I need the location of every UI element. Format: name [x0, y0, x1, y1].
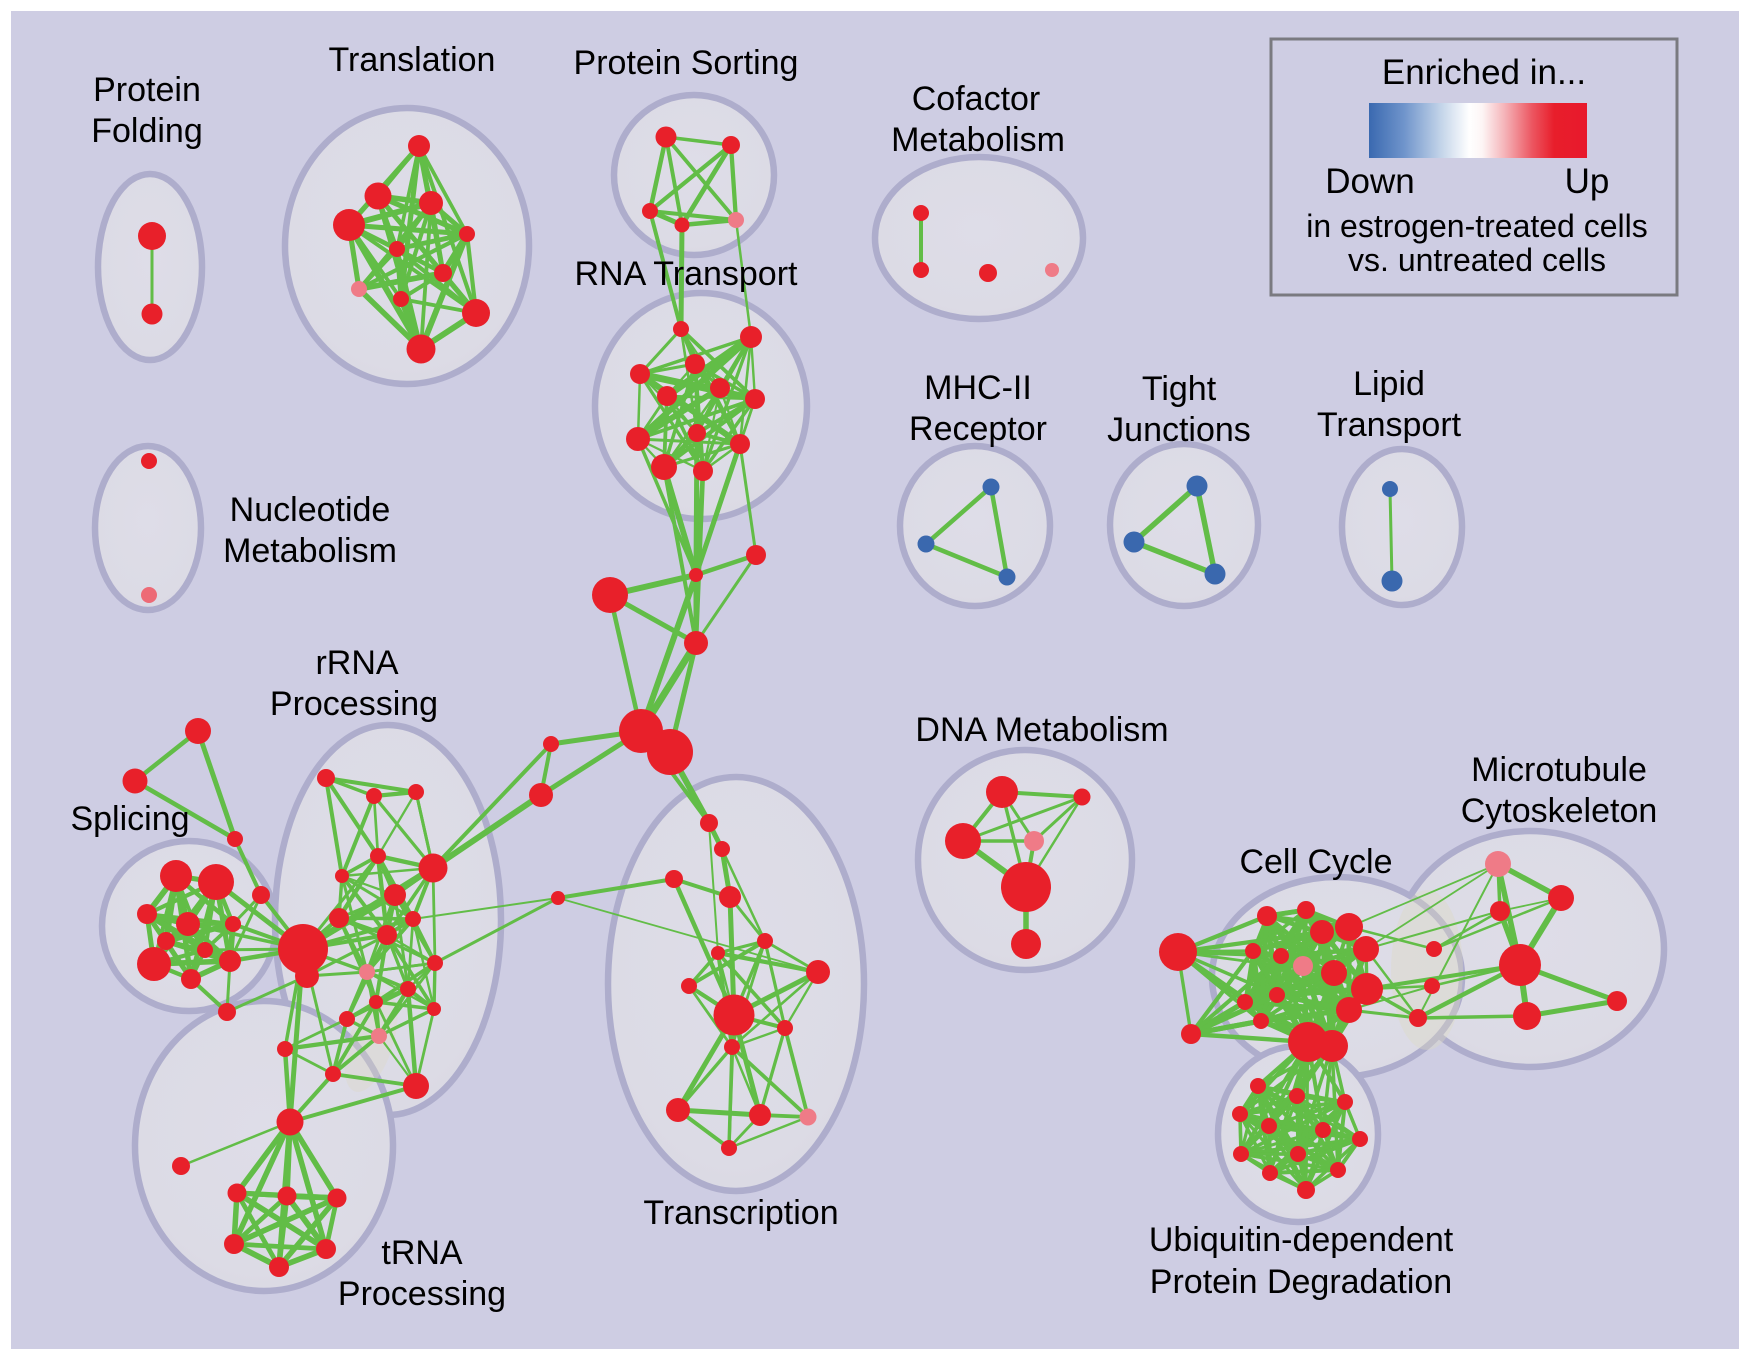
svg-text:Processing: Processing [338, 1275, 506, 1313]
svg-text:Processing: Processing [270, 685, 438, 723]
svg-text:rRNA: rRNA [315, 644, 398, 682]
svg-text:tRNA: tRNA [381, 1234, 463, 1272]
svg-text:Metabolism: Metabolism [223, 532, 397, 570]
svg-text:Transcription: Transcription [643, 1194, 838, 1232]
svg-text:Tight: Tight [1142, 370, 1217, 408]
svg-text:MHC-II: MHC-II [924, 369, 1032, 407]
svg-text:Cofactor: Cofactor [912, 80, 1041, 118]
svg-text:Junctions: Junctions [1107, 411, 1251, 449]
svg-text:Ubiquitin-dependent: Ubiquitin-dependent [1149, 1221, 1454, 1259]
svg-text:Cell Cycle: Cell Cycle [1239, 843, 1392, 881]
svg-text:Metabolism: Metabolism [891, 121, 1065, 159]
svg-text:Transport: Transport [1317, 406, 1462, 444]
svg-text:Protein Sorting: Protein Sorting [574, 44, 799, 82]
svg-text:Cytoskeleton: Cytoskeleton [1461, 792, 1658, 830]
svg-text:Translation: Translation [329, 41, 496, 79]
svg-text:Down: Down [1325, 162, 1414, 201]
svg-text:Receptor: Receptor [909, 410, 1047, 448]
svg-text:Folding: Folding [91, 112, 203, 150]
svg-text:Splicing: Splicing [70, 800, 189, 838]
svg-text:Microtubule: Microtubule [1471, 751, 1647, 789]
svg-text:Enriched in...: Enriched in... [1382, 53, 1586, 92]
svg-text:RNA Transport: RNA Transport [575, 255, 799, 293]
svg-text:Lipid: Lipid [1353, 365, 1425, 403]
svg-text:DNA Metabolism: DNA Metabolism [915, 711, 1168, 749]
svg-text:Protein: Protein [93, 71, 201, 109]
svg-text:vs. untreated cells: vs. untreated cells [1348, 242, 1606, 278]
svg-text:Nucleotide: Nucleotide [230, 491, 391, 529]
svg-text:Protein Degradation: Protein Degradation [1150, 1263, 1452, 1301]
svg-text:in estrogen-treated cells: in estrogen-treated cells [1306, 208, 1648, 244]
svg-text:Up: Up [1565, 162, 1610, 201]
